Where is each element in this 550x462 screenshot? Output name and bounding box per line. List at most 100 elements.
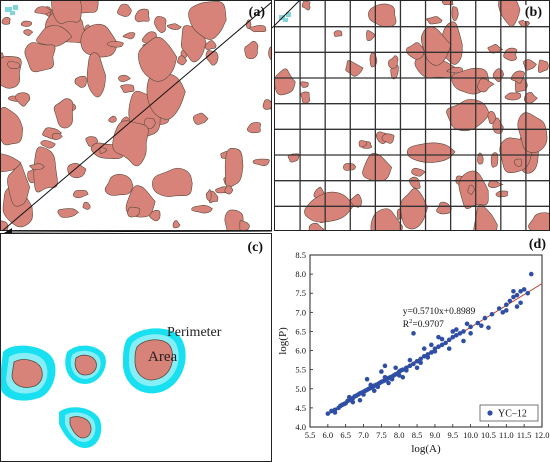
patch [381, 133, 395, 144]
patch [51, 1, 82, 24]
data-point [346, 394, 352, 400]
data-point [414, 358, 420, 364]
patch [333, 30, 343, 37]
patch [120, 84, 135, 93]
x-tick-label: 6.0 [323, 430, 334, 440]
x-tick-label: 8.5 [412, 430, 423, 440]
data-point [504, 302, 509, 307]
patch [40, 140, 56, 149]
patch [1, 16, 11, 25]
x-tick-label: 9.0 [430, 430, 441, 440]
data-point [450, 334, 456, 340]
x-tick-label: 10.0 [463, 430, 478, 440]
data-point [454, 332, 459, 338]
patch [524, 91, 538, 104]
patch [99, 147, 108, 154]
patch [80, 23, 119, 58]
panel-label-a: (a) [248, 5, 265, 20]
patch [487, 110, 497, 125]
patch [33, 146, 58, 193]
panel-label-b: (b) [523, 5, 543, 21]
data-point [425, 355, 431, 360]
data-point [411, 361, 416, 367]
patch [420, 26, 452, 66]
patch [134, 8, 150, 23]
cyan-marker [279, 12, 291, 22]
scatter-chart: 5.5 6.0 6.5 7.0 7.5 8.0 8.5 9.0 9.5 10.0 10.5 11.0 1… [277, 250, 550, 455]
data-point [461, 338, 466, 344]
patch [57, 208, 79, 218]
data-point [404, 368, 409, 373]
patch [34, 6, 53, 15]
patch [477, 78, 495, 93]
area-label: Area [148, 349, 177, 365]
data-point [325, 411, 331, 416]
patch [67, 162, 87, 179]
patch [503, 47, 518, 61]
patch [268, 46, 271, 61]
patch [224, 185, 234, 195]
patch [122, 32, 136, 40]
data-point [514, 304, 520, 309]
data-point [457, 331, 463, 336]
patch [537, 59, 549, 73]
patch [370, 208, 403, 230]
data-point [432, 349, 438, 354]
data-point [504, 308, 509, 313]
patch [152, 167, 193, 197]
data-point [407, 363, 413, 369]
patch [308, 222, 325, 230]
patch-with-boundary [123, 328, 186, 394]
patch [51, 132, 63, 140]
x-tick-label: 11.0 [499, 430, 514, 440]
data-point [518, 289, 523, 294]
data-point [364, 376, 370, 382]
patch [451, 6, 459, 22]
patch [411, 167, 426, 177]
data-point [361, 392, 366, 397]
panel-label-d: (d) [528, 237, 546, 252]
patch [400, 188, 428, 230]
panel-c-area-perimeter: Area Perimeter (c) [0, 233, 272, 462]
patch [388, 55, 399, 69]
patch [300, 81, 309, 88]
data-point [400, 375, 406, 380]
x-tick-label: 6.5 [340, 430, 351, 440]
patch [406, 42, 425, 60]
patch [436, 201, 452, 215]
patch [24, 42, 56, 73]
fit-equation: y=0.5710x+0.8989 [403, 307, 476, 317]
r2-annotation: R2=0.9707 [403, 318, 444, 330]
data-point [407, 357, 413, 363]
x-tick-label: 8.0 [394, 430, 405, 440]
patch [495, 190, 509, 198]
patch [366, 30, 376, 42]
patch [510, 70, 525, 84]
plot-area [309, 254, 543, 428]
data-point [475, 320, 481, 326]
patch [490, 152, 499, 168]
data-point [386, 380, 391, 386]
data-point [468, 324, 473, 330]
data-point [382, 363, 388, 369]
x-tick-label: 12.0 [535, 430, 550, 440]
patch [523, 59, 537, 71]
data-point [507, 298, 513, 304]
data-point [429, 342, 434, 348]
patch [406, 142, 456, 163]
data-point [350, 399, 356, 405]
data-point [439, 342, 445, 348]
patch [107, 41, 124, 48]
panel-label-c: (c) [247, 240, 263, 255]
data-point [479, 323, 484, 329]
data-point [482, 315, 488, 321]
patch [204, 40, 217, 51]
data-point [411, 331, 416, 336]
patch [362, 153, 393, 182]
data-point [446, 346, 452, 351]
patch [112, 120, 149, 167]
patch-map-b [275, 1, 549, 230]
patch [7, 60, 21, 69]
data-point [414, 365, 420, 371]
data-point [525, 290, 531, 296]
